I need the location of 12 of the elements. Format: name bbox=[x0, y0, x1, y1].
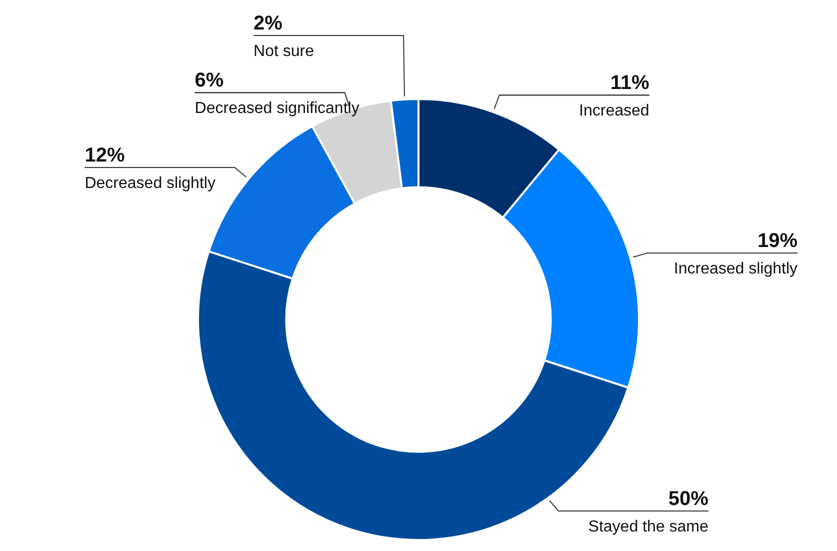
slice-label: Decreased significantly bbox=[194, 100, 360, 118]
data-label: 12% bbox=[84, 144, 125, 166]
slice-label: Stayed the same bbox=[588, 518, 708, 536]
slice-label: Increased slightly bbox=[674, 260, 798, 278]
data-label: 11% bbox=[610, 72, 650, 94]
data-label: 19% bbox=[758, 230, 798, 252]
data-label: 6% bbox=[194, 70, 224, 92]
slice-label: Not sure bbox=[254, 42, 314, 60]
data-label: 50% bbox=[668, 488, 709, 510]
data-label: 2% bbox=[254, 12, 283, 34]
slice-label: Decreased slightly bbox=[84, 174, 216, 192]
slice-label: Increased bbox=[579, 102, 650, 120]
